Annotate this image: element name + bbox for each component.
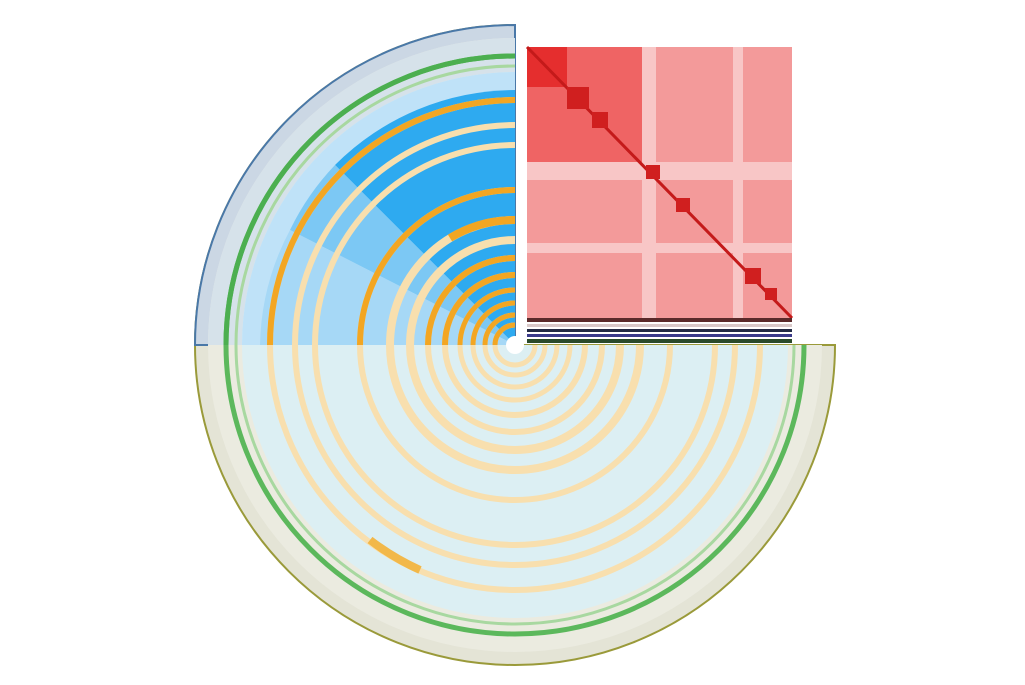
diagonal-block	[745, 268, 761, 284]
green-ring-inner	[234, 64, 796, 626]
heatmap	[525, 45, 794, 343]
ring	[267, 97, 516, 346]
heatmap-band	[527, 339, 792, 343]
ring	[312, 142, 718, 548]
ring	[292, 122, 738, 568]
ring	[457, 287, 516, 346]
orange-patch	[367, 536, 422, 574]
heatmap-band	[527, 324, 792, 327]
ring	[357, 187, 516, 346]
bright-rings	[267, 97, 516, 346]
ring	[386, 216, 644, 474]
ring	[482, 312, 516, 346]
heatmap-band	[527, 329, 792, 332]
ring	[492, 322, 516, 346]
gap	[517, 20, 527, 342]
ring	[425, 255, 516, 346]
ring	[470, 300, 516, 346]
heatmap-band	[527, 318, 792, 322]
ring	[447, 215, 516, 242]
heatmap-stripe	[642, 47, 656, 318]
ring	[442, 272, 516, 346]
diagonal-block	[646, 165, 660, 179]
diagonal-block	[592, 112, 608, 128]
heatmap-band	[527, 334, 792, 337]
heatmap-stripe	[733, 47, 743, 318]
circular-display	[193, 20, 837, 666]
diagonal-block	[567, 87, 589, 109]
heatmap-stripe	[527, 243, 792, 253]
green-ring-upper	[223, 53, 516, 346]
diagonal-block	[765, 288, 777, 300]
ring	[406, 236, 624, 454]
diagonal-block	[676, 198, 690, 212]
